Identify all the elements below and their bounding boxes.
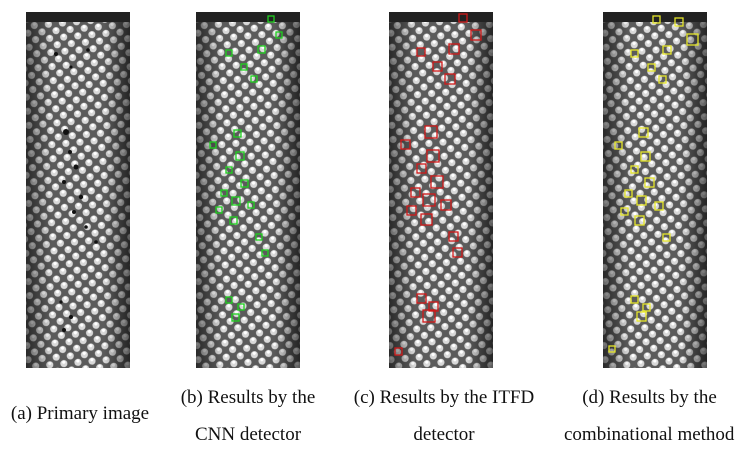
caption-d-line-1: (d) Results by the — [582, 388, 717, 408]
panel-a-image — [26, 12, 130, 368]
caption-b: (b) Results by the CNN detector — [166, 388, 330, 444]
primary-image — [26, 12, 130, 368]
caption-c-line-1: (c) Results by the ITFD — [353, 387, 535, 408]
caption-b-line-1: (b) Results by the — [180, 387, 316, 408]
caption-d-line-2: combinational method — [564, 424, 735, 444]
combined-detection-boxes — [608, 15, 699, 353]
combined-result-image — [603, 12, 707, 368]
cnn-result-image — [196, 12, 300, 368]
panel-c-image — [389, 12, 493, 368]
caption-c: (c) Results by the ITFD detector — [344, 388, 544, 444]
caption-a: (a) Primary image — [0, 404, 160, 423]
caption-b-line-2: CNN detector — [194, 424, 302, 445]
panel-d-image — [603, 12, 707, 368]
panel-b-image — [196, 12, 300, 368]
itfd-detection-boxes — [394, 13, 482, 356]
caption-a-line-1: (a) Primary image — [10, 403, 150, 424]
cnn-detection-boxes — [209, 15, 283, 322]
caption-c-line-2: detector — [413, 424, 475, 445]
itfd-result-image — [389, 12, 493, 368]
caption-d: (d) Results by the combinational method — [560, 388, 739, 444]
